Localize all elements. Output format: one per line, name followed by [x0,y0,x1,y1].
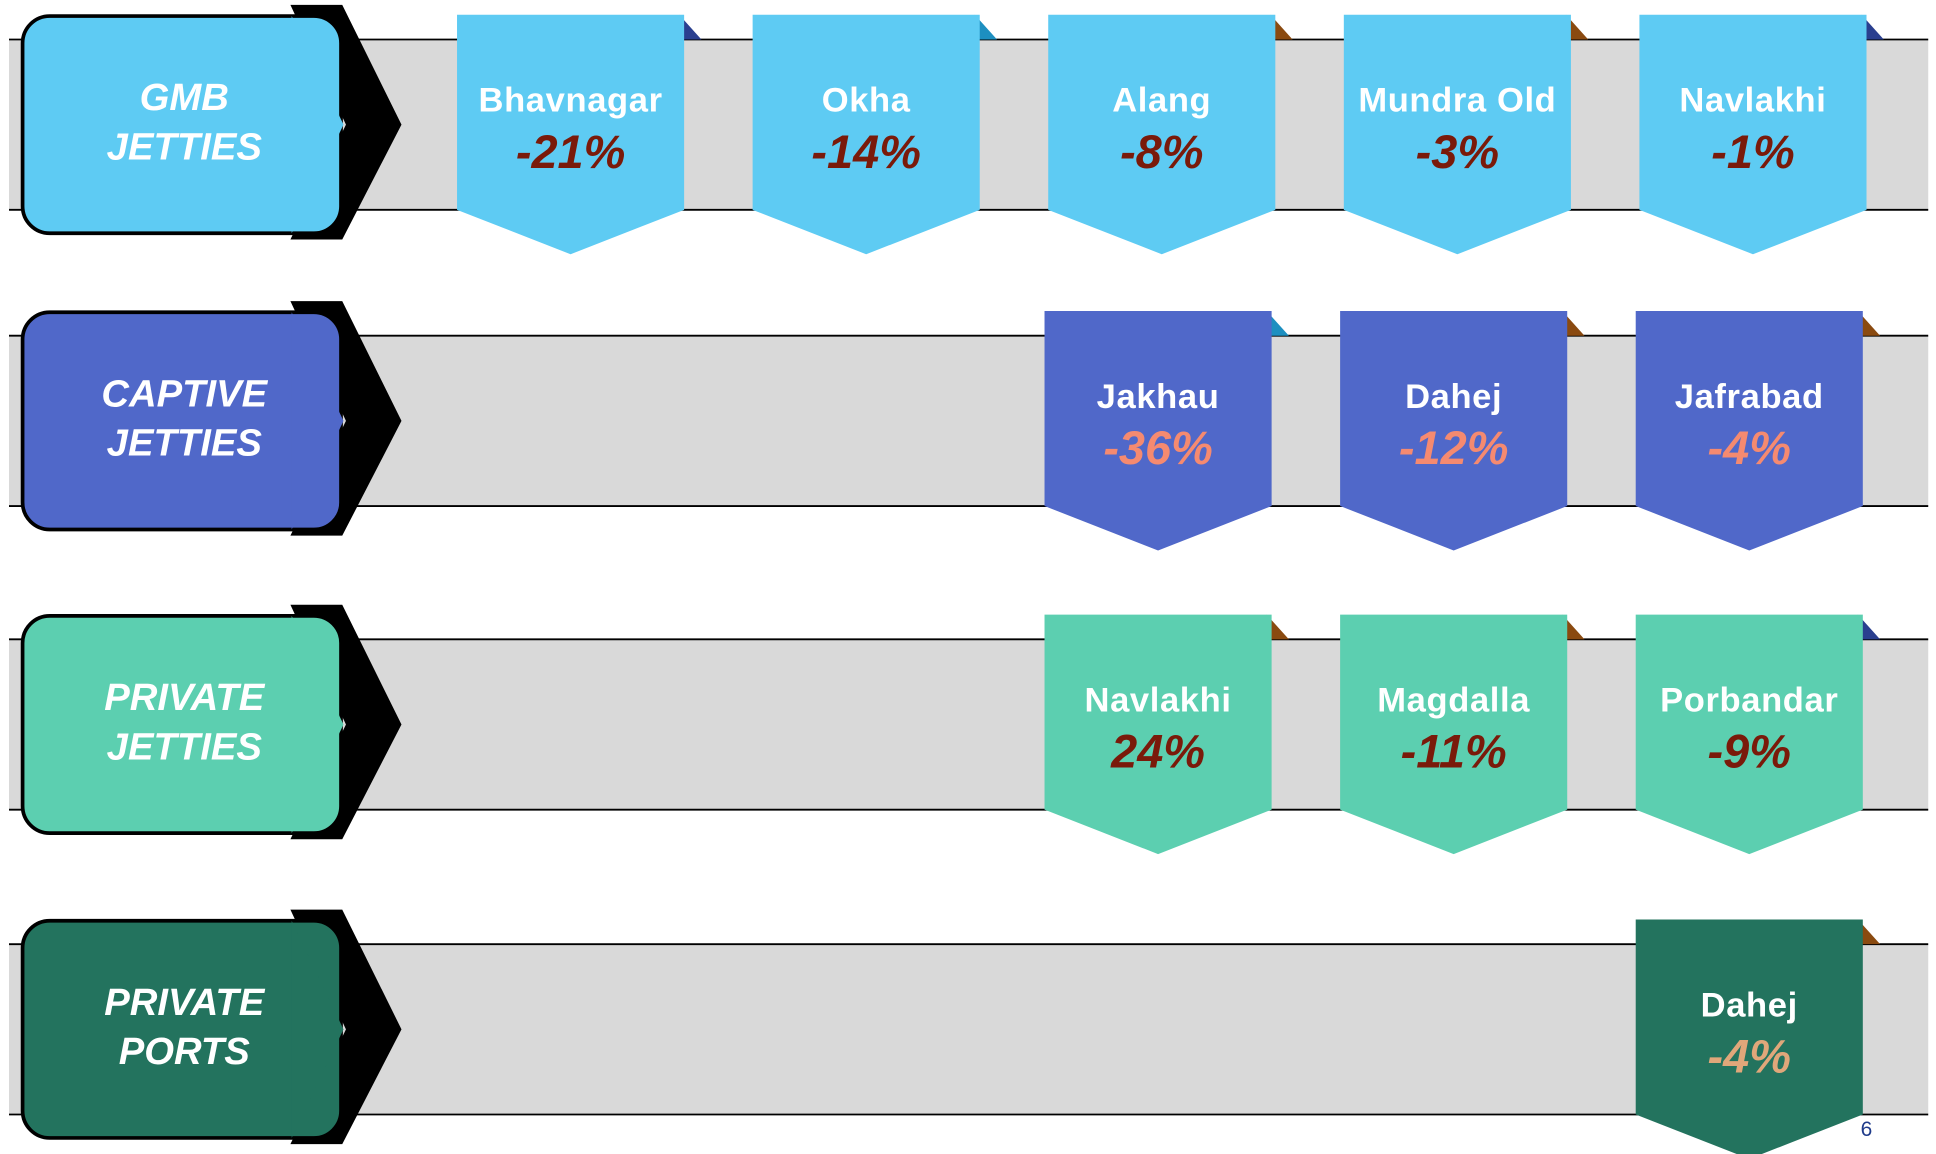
row-label: JETTIES [107,422,263,465]
banner [1343,14,1571,255]
item-change: -11% [1401,726,1507,778]
row-label: GMB [140,76,229,119]
row-label: CAPTIVE [101,372,268,415]
banner [752,14,980,255]
header-chevron-tip [291,16,344,234]
page-number: 6 [1861,1118,1873,1141]
item-change: -3% [1416,126,1499,178]
banner [1635,311,1863,551]
row-label: PRIVATE [104,676,266,719]
item-name: Jakhau [1097,378,1220,416]
header-chevron-tip [291,615,344,834]
item-change: -8% [1120,126,1203,178]
item-name: Navlakhi [1679,82,1826,120]
item-change: -21% [516,126,625,178]
row-label: JETTIES [107,125,263,168]
item-name: Navlakhi [1085,681,1232,719]
header-chevron-tip [291,312,344,530]
banner [1048,14,1276,255]
row-label: JETTIES [107,725,263,768]
item-name: Porbandar [1660,681,1838,719]
item-change: -12% [1399,422,1508,474]
banner [1639,14,1867,255]
item-name: Bhavnagar [479,82,663,120]
item-name: Alang [1112,82,1211,120]
banner [457,14,685,255]
item-name: Okha [822,82,911,120]
item-change: 24% [1110,726,1205,778]
item-change: -1% [1711,126,1794,178]
item-name: Jafrabad [1675,378,1824,416]
banner [1340,614,1568,855]
banner-fold [1857,919,1881,945]
item-change: -4% [1708,422,1791,474]
item-name: Mundra Old [1358,82,1556,120]
item-change: -36% [1103,422,1212,474]
banner-fold [1857,614,1881,640]
banner [1635,919,1863,1154]
banner [1340,311,1568,551]
item-change: -4% [1708,1031,1791,1083]
header-chevron-tip [291,920,344,1138]
row-label: PRIVATE [104,981,266,1024]
banner [1044,614,1272,855]
item-change: -14% [811,126,920,178]
banner [1044,311,1272,551]
item-name: Dahej [1405,378,1502,416]
row-label: PORTS [119,1030,251,1073]
item-change: -9% [1708,726,1791,778]
banner [1635,614,1863,855]
item-name: Magdalla [1377,681,1530,719]
item-name: Dahej [1701,986,1798,1024]
